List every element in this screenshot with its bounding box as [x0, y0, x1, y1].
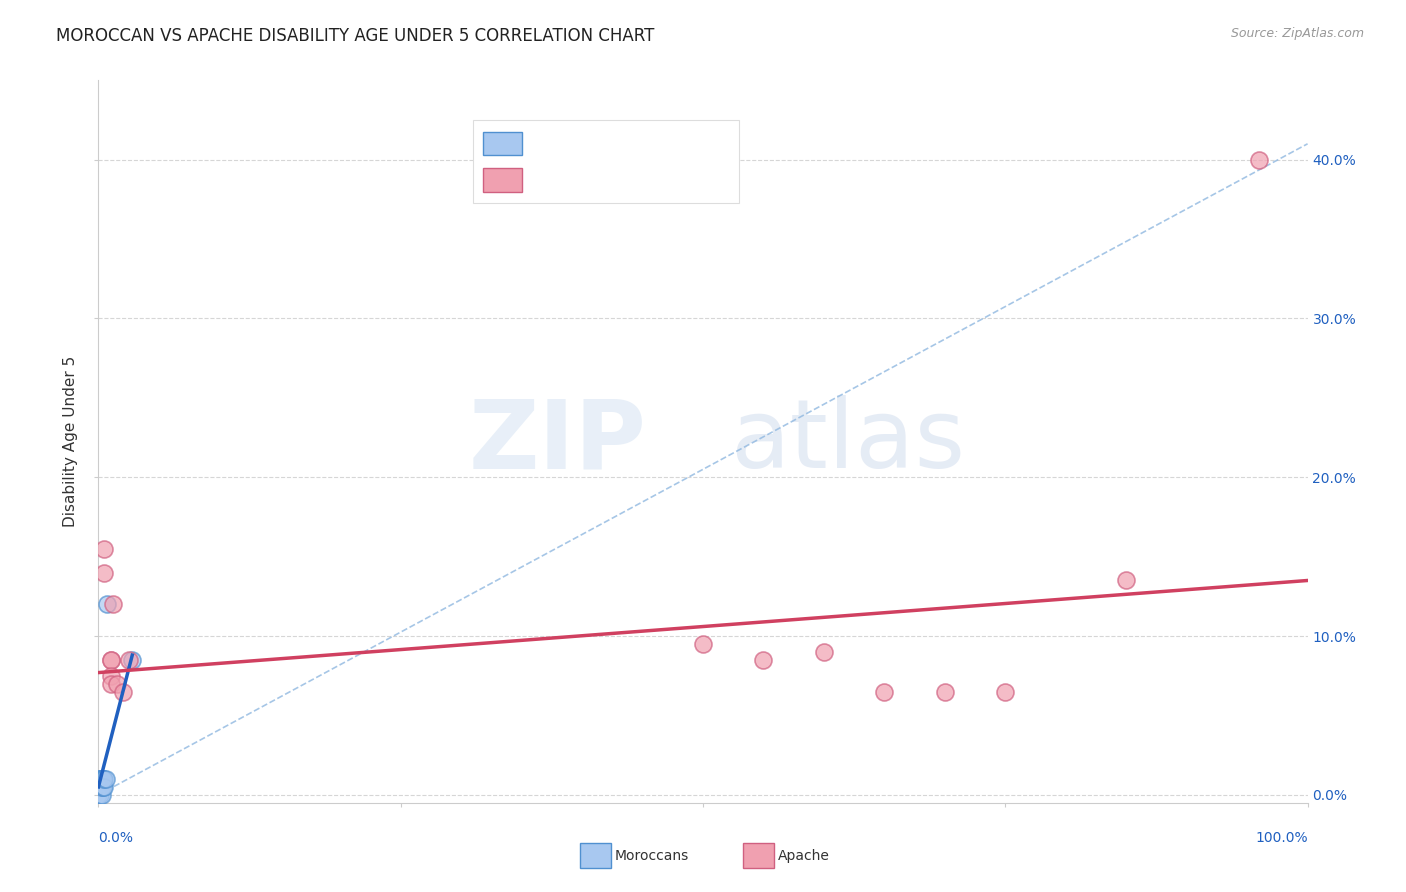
- Text: R = 0.279: R = 0.279: [537, 172, 614, 187]
- Point: [91, 780, 114, 794]
- Point: [118, 653, 141, 667]
- Point: [813, 645, 835, 659]
- Text: N = 18: N = 18: [628, 172, 681, 187]
- Point: [94, 772, 117, 786]
- Point: [93, 541, 115, 556]
- Point: [91, 780, 114, 794]
- Text: Apache: Apache: [778, 848, 830, 863]
- Point: [87, 788, 110, 802]
- Text: 100.0%: 100.0%: [1256, 831, 1308, 846]
- Text: N = 19: N = 19: [628, 136, 682, 152]
- Point: [90, 780, 112, 794]
- Point: [90, 772, 112, 786]
- Point: [1249, 153, 1271, 167]
- Point: [89, 780, 111, 794]
- Text: MOROCCAN VS APACHE DISABILITY AGE UNDER 5 CORRELATION CHART: MOROCCAN VS APACHE DISABILITY AGE UNDER …: [56, 27, 655, 45]
- Point: [121, 653, 143, 667]
- Text: 0.0%: 0.0%: [98, 831, 134, 846]
- Point: [994, 684, 1017, 698]
- FancyBboxPatch shape: [482, 169, 522, 192]
- Point: [873, 684, 896, 698]
- Point: [93, 772, 115, 786]
- Point: [87, 772, 110, 786]
- Text: R = 0.527: R = 0.527: [537, 136, 614, 152]
- Point: [89, 772, 111, 786]
- Point: [934, 684, 956, 698]
- Text: ZIP: ZIP: [470, 395, 647, 488]
- FancyBboxPatch shape: [742, 843, 775, 868]
- Y-axis label: Disability Age Under 5: Disability Age Under 5: [63, 356, 79, 527]
- FancyBboxPatch shape: [474, 120, 740, 203]
- Point: [91, 788, 114, 802]
- Point: [91, 772, 114, 786]
- FancyBboxPatch shape: [579, 843, 612, 868]
- Point: [105, 676, 128, 690]
- Point: [93, 566, 115, 580]
- Point: [96, 597, 118, 611]
- Point: [90, 772, 112, 786]
- Point: [91, 772, 114, 786]
- Point: [93, 780, 115, 794]
- Text: Moroccans: Moroccans: [614, 848, 689, 863]
- Point: [100, 676, 122, 690]
- Point: [100, 669, 122, 683]
- Point: [692, 637, 714, 651]
- Point: [89, 788, 111, 802]
- FancyBboxPatch shape: [482, 132, 522, 155]
- Point: [752, 653, 775, 667]
- Point: [100, 653, 122, 667]
- Point: [100, 653, 122, 667]
- Point: [101, 597, 124, 611]
- Point: [111, 684, 134, 698]
- Text: Source: ZipAtlas.com: Source: ZipAtlas.com: [1230, 27, 1364, 40]
- Text: atlas: atlas: [731, 395, 966, 488]
- Point: [1115, 574, 1137, 588]
- Point: [91, 772, 114, 786]
